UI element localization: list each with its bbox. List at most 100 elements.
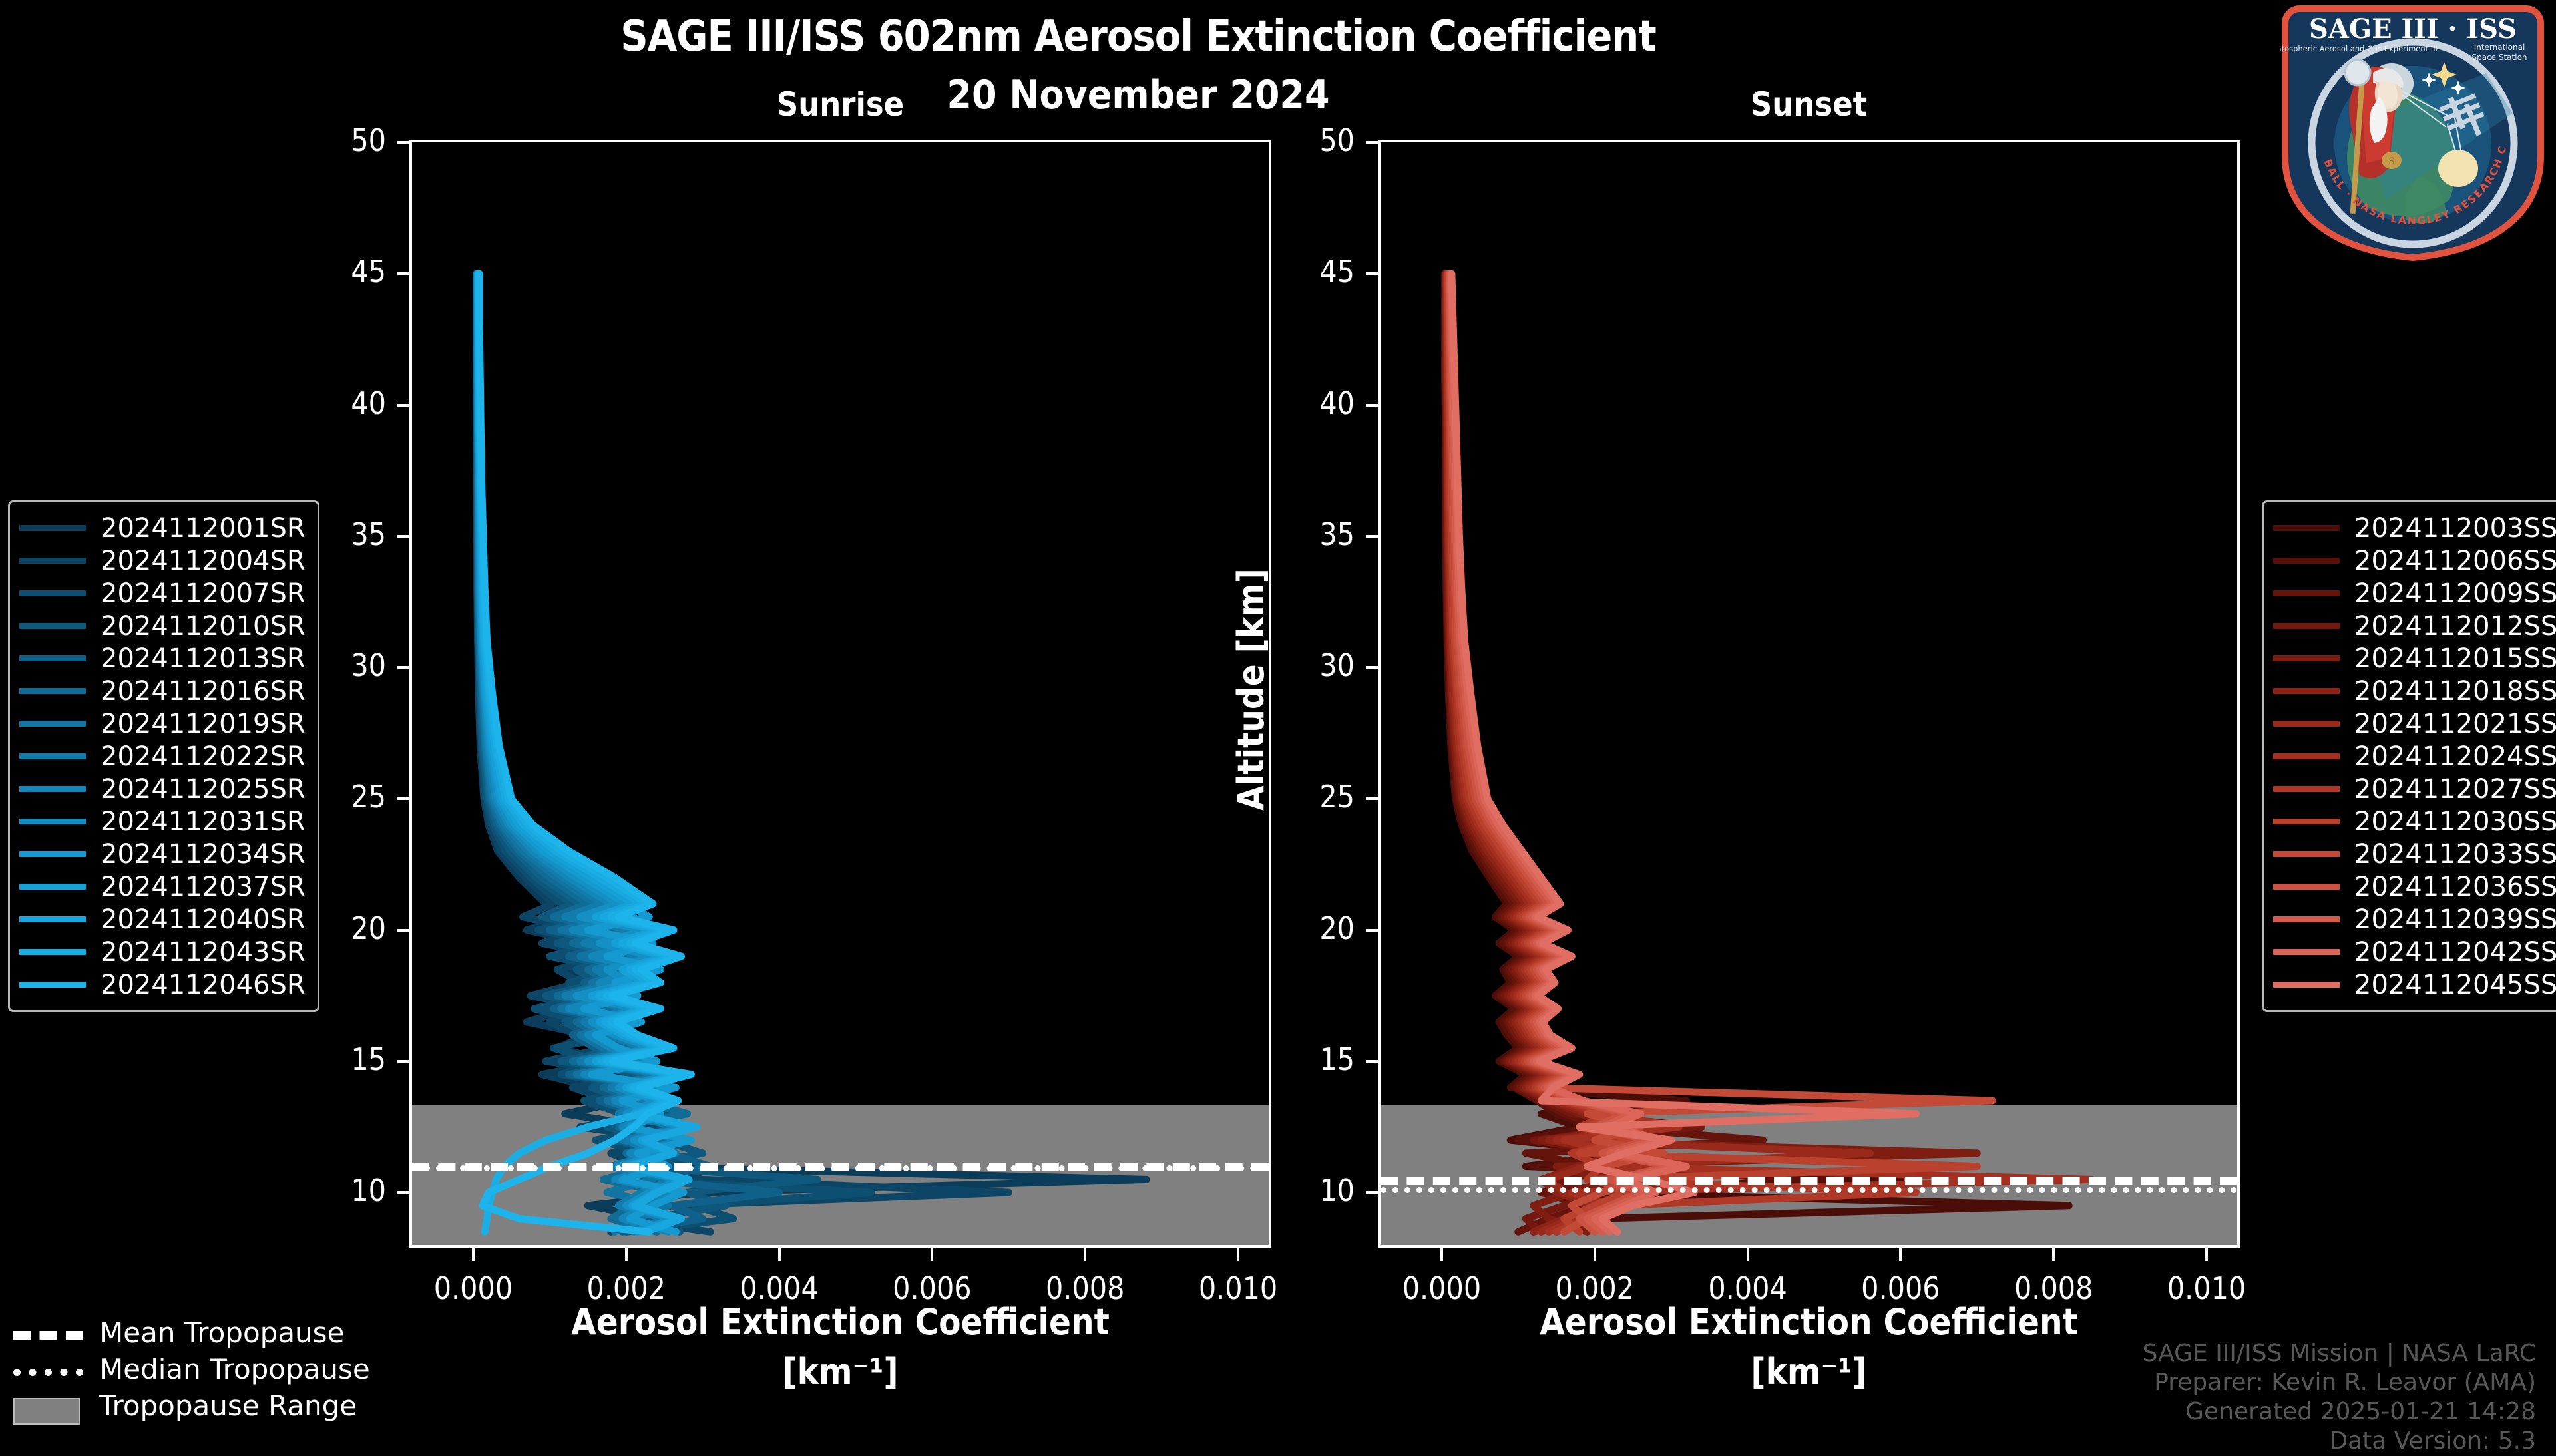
legend-item-label: 2024112009SS: [2354, 578, 2556, 609]
legend-color-swatch: [19, 688, 86, 694]
y-tick-mark: [1366, 797, 1379, 801]
sage-iii-iss-mission-patch-logo: S SAGE III · ISS Stratospheric Aerosol a…: [2266, 0, 2546, 263]
legend-color-swatch: [19, 655, 86, 661]
legend-item[interactable]: 2024112025SR: [19, 773, 306, 805]
legend-item-label: 2024112006SS: [2354, 545, 2556, 576]
legend-item[interactable]: 2024112013SR: [19, 642, 306, 675]
legend-item[interactable]: 2024112009SS: [2273, 577, 2556, 610]
x-tick-mark: [2052, 1248, 2055, 1261]
y-tick-mark: [1366, 1191, 1379, 1194]
x-tick-mark: [1237, 1248, 1240, 1261]
y-tick-label: 15: [1319, 1041, 1355, 1077]
legend-item[interactable]: 2024112007SR: [19, 577, 306, 610]
legend-item-label: 2024112015SS: [2354, 643, 2556, 674]
y-tick-mark: [397, 1191, 411, 1194]
legend-item-label: 2024112039SS: [2354, 904, 2556, 935]
legend-item[interactable]: 2024112021SS: [2273, 707, 2556, 740]
legend-item-mean-tropopause: Mean Tropopause: [13, 1314, 370, 1351]
x-axis-unit-sunset: [km⁻¹]: [1751, 1351, 1867, 1393]
footer-line-preparer: Preparer: Kevin R. Leavor (AMA): [2154, 1368, 2536, 1396]
x-tick-label: 0.008: [2014, 1270, 2093, 1306]
legend-item-label: 2024112046SR: [101, 969, 306, 1000]
legend-item[interactable]: 2024112001SR: [19, 512, 306, 544]
x-tick-label: 0.000: [1402, 1270, 1482, 1306]
y-tick-mark: [397, 1059, 411, 1063]
legend-item-median-tropopause: Median Tropopause: [13, 1351, 370, 1387]
legend-color-swatch: [2273, 753, 2340, 759]
y-tick-mark: [1366, 534, 1379, 538]
legend-item[interactable]: 2024112030SS: [2273, 805, 2556, 838]
legend-item[interactable]: 2024112027SS: [2273, 773, 2556, 805]
legend-item[interactable]: 2024112003SS: [2273, 512, 2556, 544]
legend-item[interactable]: 2024112016SR: [19, 675, 306, 707]
legend-color-swatch: [19, 851, 86, 857]
x-tick-label: 0.010: [1198, 1270, 1278, 1306]
logo-subtitle-right-1: International: [2474, 43, 2525, 52]
legend-item[interactable]: 2024112045SS: [2273, 968, 2556, 1001]
legend-item[interactable]: 2024112004SR: [19, 544, 306, 577]
y-tick-mark: [1366, 928, 1379, 932]
y-tick-mark: [1366, 666, 1379, 669]
y-tick-mark: [397, 928, 411, 932]
legend-item[interactable]: 2024112022SR: [19, 740, 306, 773]
footer-line-dataversion: Data Version: 5.3: [2329, 1427, 2536, 1455]
legend-item[interactable]: 2024112039SS: [2273, 903, 2556, 936]
logo-title: SAGE III · ISS: [2309, 13, 2517, 45]
legend-item-label: 2024112003SS: [2354, 512, 2556, 544]
y-tick-label: 35: [1319, 516, 1355, 552]
legend-item[interactable]: 2024112046SR: [19, 968, 306, 1001]
y-tick-label: 20: [1319, 910, 1355, 946]
legend-item[interactable]: 2024112031SR: [19, 805, 306, 838]
x-tick-label: 0.002: [1555, 1270, 1634, 1306]
x-tick-mark: [624, 1248, 628, 1261]
legend-item-label: 2024112033SS: [2354, 838, 2556, 870]
legend-item[interactable]: 2024112037SR: [19, 870, 306, 903]
legend-item[interactable]: 2024112018SS: [2273, 675, 2556, 707]
legend-item[interactable]: 2024112042SS: [2273, 936, 2556, 968]
legend-sunrise[interactable]: 2024112001SR 2024112004SR 2024112007SR 2024…: [8, 500, 320, 1012]
legend-label-tropopause-range: Tropopause Range: [99, 1389, 357, 1422]
legend-item[interactable]: 2024112043SR: [19, 936, 306, 968]
legend-item[interactable]: 2024112033SS: [2273, 838, 2556, 870]
x-tick-mark: [1746, 1248, 1749, 1261]
x-tick-label: 0.002: [586, 1270, 666, 1306]
legend-color-swatch: [2273, 916, 2340, 922]
legend-item[interactable]: 2024112006SS: [2273, 544, 2556, 577]
mean-tropopause-line: [1381, 1176, 2237, 1185]
legend-item[interactable]: 2024112010SR: [19, 610, 306, 642]
x-tick-mark: [1084, 1248, 1087, 1261]
legend-item[interactable]: 2024112040SR: [19, 903, 306, 936]
svg-text:S: S: [2388, 156, 2395, 167]
x-tick-mark: [1593, 1248, 1596, 1261]
legend-color-swatch: [2273, 688, 2340, 694]
y-tick-label: 50: [351, 122, 386, 158]
page-title: SAGE III/ISS 602nm Aerosol Extinction Co…: [620, 12, 1657, 61]
legend-item[interactable]: 2024112034SR: [19, 838, 306, 870]
legend-item[interactable]: 2024112019SR: [19, 707, 306, 740]
x-tick-label: 0.008: [1045, 1270, 1125, 1306]
legend-sunset[interactable]: 2024112003SS 2024112006SS 2024112009SS 2024…: [2262, 500, 2556, 1012]
legend-item-label: 2024112042SS: [2354, 936, 2556, 968]
x-tick-mark: [471, 1248, 475, 1261]
y-tick-label: 25: [351, 779, 386, 815]
y-tick-mark: [397, 403, 411, 407]
x-tick-mark: [1440, 1248, 1443, 1261]
legend-color-swatch: [19, 884, 86, 890]
legend-item[interactable]: 2024112024SS: [2273, 740, 2556, 773]
footer-line-generated: Generated 2025-01-21 14:28: [2185, 1397, 2536, 1425]
y-tick-mark: [1366, 272, 1379, 275]
legend-color-swatch: [2273, 655, 2340, 661]
legend-item[interactable]: 2024112015SS: [2273, 642, 2556, 675]
legend-item[interactable]: 2024112012SS: [2273, 610, 2556, 642]
legend-item-label: 2024112025SR: [101, 773, 306, 805]
x-tick-label: 0.006: [893, 1270, 972, 1306]
y-tick-mark: [397, 666, 411, 669]
legend-item-label: 2024112022SR: [101, 741, 306, 772]
y-tick-mark: [1366, 1059, 1379, 1063]
legend-item-label: 2024112024SS: [2354, 741, 2556, 772]
legend-item-label: 2024112007SR: [101, 578, 306, 609]
legend-color-swatch: [19, 525, 86, 531]
legend-item[interactable]: 2024112036SS: [2273, 870, 2556, 903]
legend-item-label: 2024112027SS: [2354, 773, 2556, 805]
legend-item-label: 2024112016SR: [101, 675, 306, 707]
